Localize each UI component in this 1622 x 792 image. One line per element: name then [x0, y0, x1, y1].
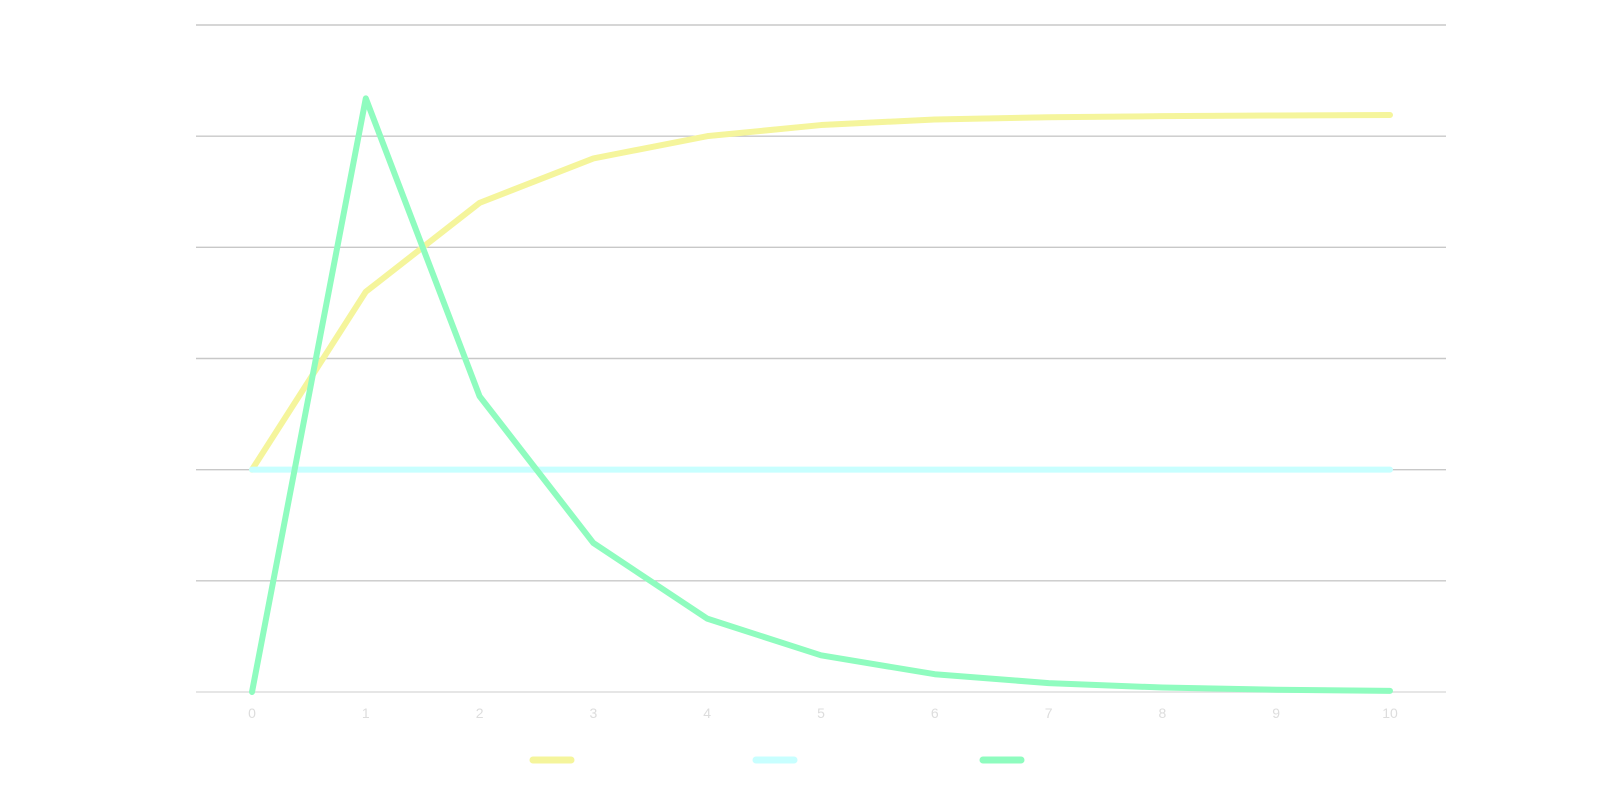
x-tick-label: 3: [590, 705, 598, 721]
x-tick-label: 2: [476, 705, 484, 721]
x-tick-label: 10: [1382, 705, 1398, 721]
x-tick-label: 9: [1272, 705, 1280, 721]
x-tick-label: 5: [817, 705, 825, 721]
series-line-3: [249, 95, 1393, 695]
x-tick-label: 4: [703, 705, 711, 721]
x-tick-label: 6: [931, 705, 939, 721]
x-tick-label: 7: [1045, 705, 1053, 721]
x-axis: 0 1 2 3 4 5 6 7 8 9 10: [248, 705, 1398, 721]
series-line-1: [249, 112, 1393, 473]
series-lines: [249, 95, 1393, 695]
x-tick-label: 0: [248, 705, 256, 721]
x-tick-label: 1: [362, 705, 370, 721]
x-tick-label: 8: [1159, 705, 1167, 721]
